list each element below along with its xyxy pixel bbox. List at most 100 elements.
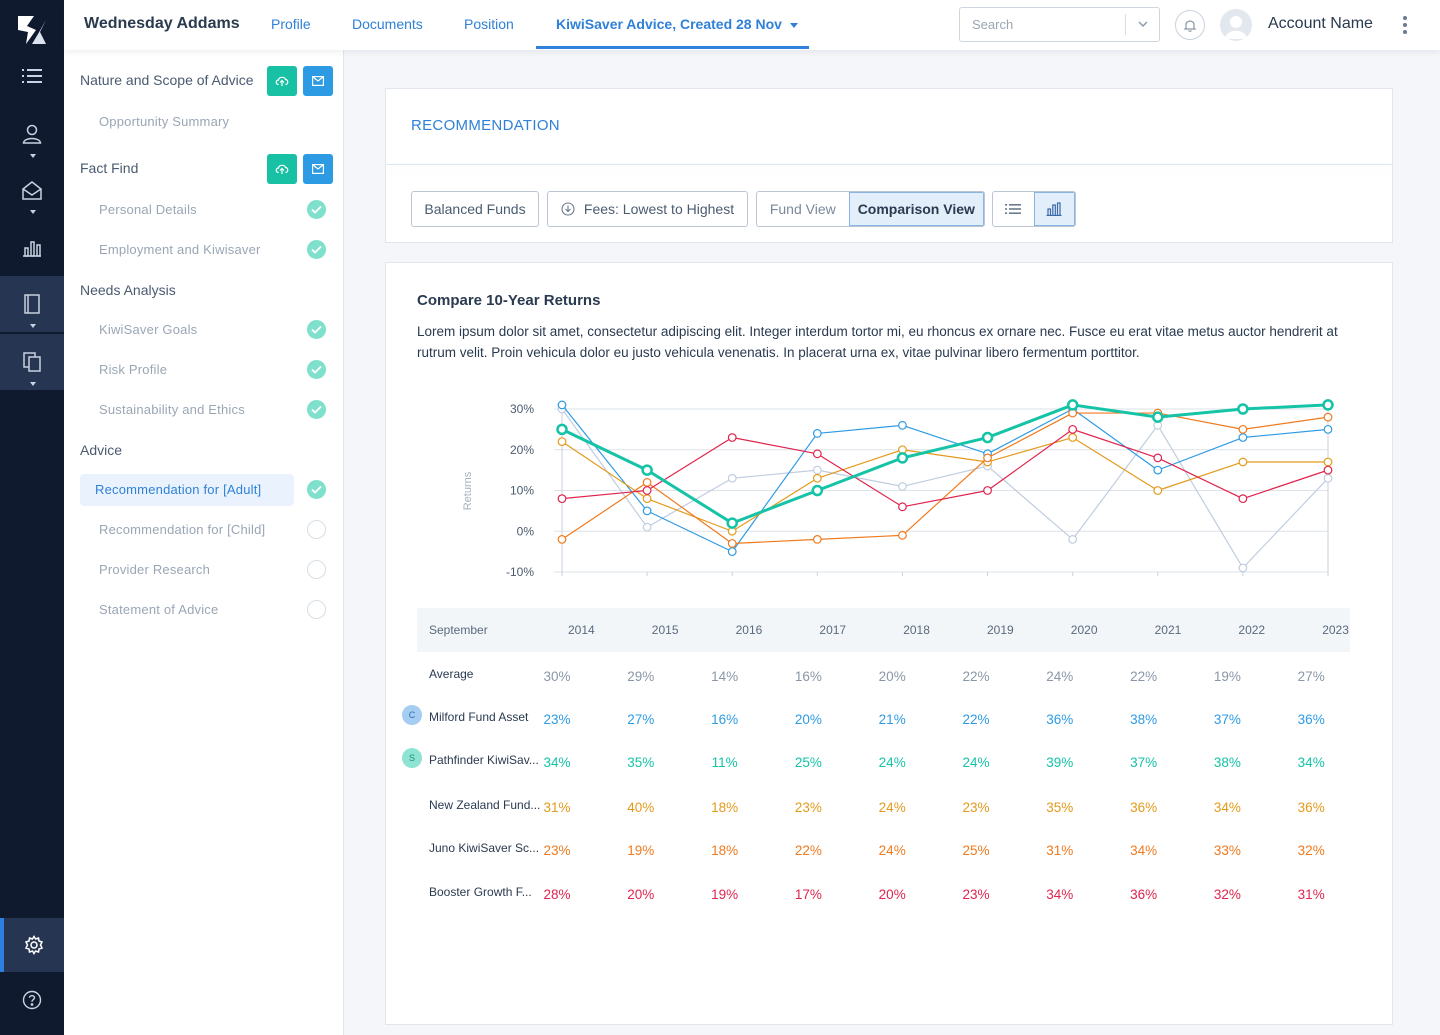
table-cell: 31%	[1046, 843, 1074, 858]
sidebar-item-risk-profile[interactable]: Risk Profile	[99, 362, 168, 377]
sidebar-item-recommendation-child[interactable]: Recommendation for [Child]	[99, 522, 266, 537]
notebook-icon[interactable]	[0, 276, 64, 332]
table-cell: 20%	[878, 669, 906, 684]
series-point-0	[1323, 473, 1333, 483]
app-logo-icon[interactable]	[14, 12, 50, 48]
table-cell: 23%	[962, 887, 990, 902]
table-cell: 34%	[1297, 755, 1325, 770]
table-cell: 36%	[1130, 887, 1158, 902]
email-icon[interactable]	[303, 154, 333, 184]
table-cell: 34%	[1046, 887, 1074, 902]
avatar[interactable]	[1220, 9, 1252, 41]
series-point-4	[727, 433, 737, 442]
series-point-2	[1323, 457, 1333, 467]
series-point-5	[1066, 399, 1079, 411]
sidebar-item-sustainability-ethics[interactable]: Sustainability and Ethics	[99, 402, 245, 417]
bar-chart-icon[interactable]	[0, 220, 64, 276]
client-name: Wednesday Addams	[84, 15, 240, 32]
cloud-upload-icon[interactable]	[267, 66, 297, 96]
list-view-icon[interactable]	[993, 192, 1034, 226]
tab-position[interactable]: Position	[464, 16, 514, 32]
series-point-0	[727, 473, 737, 483]
section-title-advice[interactable]: Advice	[80, 442, 123, 458]
comparison-view-button[interactable]: Comparison View	[848, 192, 984, 226]
table-header-year: 2014	[568, 623, 595, 637]
notification-bell-icon[interactable]	[1175, 10, 1205, 40]
more-options-icon[interactable]	[1400, 14, 1410, 36]
series-point-4	[1323, 465, 1333, 475]
tab-profile[interactable]: Profile	[271, 16, 311, 32]
recommendation-title: RECOMMENDATION	[411, 117, 560, 134]
series-point-4	[898, 502, 907, 512]
series-point-2	[642, 494, 652, 504]
table-cell: 23%	[543, 843, 571, 858]
mail-icon[interactable]	[0, 162, 64, 218]
series-point-3	[642, 477, 652, 487]
series-point-4	[1068, 424, 1078, 434]
y-tick-label: 30%	[510, 402, 534, 416]
cloud-upload-icon[interactable]	[267, 154, 297, 184]
fund-badge: S	[402, 748, 422, 768]
check-circle-icon	[307, 400, 326, 419]
series-line-4	[561, 428, 1329, 508]
table-cell: 25%	[794, 755, 822, 770]
y-tick-label: 10%	[510, 484, 534, 498]
sidebar-item-employment-kiwisaver[interactable]: Employment and Kiwisaver	[99, 242, 261, 257]
tab-kiwisaver-advice[interactable]: KiwiSaver Advice, Created 28 Nov	[556, 16, 798, 32]
table-row-label: New Zealand Fund...	[429, 798, 541, 812]
table-cell: 23%	[962, 800, 990, 815]
help-icon[interactable]	[0, 972, 64, 1028]
sidebar-item-opportunity-summary[interactable]: Opportunity Summary	[99, 114, 230, 129]
top-bar: Wednesday Addams Profile Documents Posit…	[64, 0, 1440, 50]
table-header-year: 2020	[1070, 623, 1098, 637]
sidebar-item-provider-research[interactable]: Provider Research	[99, 562, 211, 577]
table-cell: 28%	[543, 887, 571, 902]
table-cell: 37%	[1130, 755, 1158, 770]
series-point-5	[1322, 399, 1334, 411]
series-point-3	[727, 539, 737, 548]
chart-view-icon[interactable]	[1033, 192, 1075, 226]
email-icon[interactable]	[303, 66, 333, 96]
table-cell: 36%	[1297, 800, 1325, 815]
series-point-1	[557, 400, 567, 410]
recommendation-card: RECOMMENDATION Balanced Funds Fees: Lowe…	[385, 88, 1393, 243]
table-cell: 38%	[1213, 755, 1241, 770]
table-cell: 32%	[1297, 843, 1325, 858]
table-header-year: 2018	[903, 623, 930, 637]
account-name[interactable]: Account Name	[1268, 15, 1373, 32]
table-cell: 14%	[711, 669, 739, 684]
sidebar-item-personal-details[interactable]: Personal Details	[99, 202, 197, 217]
table-cell: 32%	[1213, 887, 1241, 902]
table-row-label: Juno KiwiSaver Sc...	[429, 841, 540, 855]
sidebar-item-recommendation-adult[interactable]: Recommendation for [Adult]	[80, 474, 294, 506]
sidebar-item-kiwisaver-goals[interactable]: KiwiSaver Goals	[99, 322, 198, 337]
section-title-needs-analysis[interactable]: Needs Analysis	[80, 282, 176, 298]
documents-icon[interactable]	[0, 334, 64, 390]
series-point-2	[1153, 486, 1163, 495]
series-point-5	[811, 484, 824, 497]
sort-fees-button[interactable]: Fees: Lowest to Highest	[547, 191, 748, 227]
fund-type-filter-button[interactable]: Balanced Funds	[411, 191, 539, 227]
table-cell: 22%	[962, 712, 990, 727]
series-point-5	[896, 452, 909, 464]
sidebar-item-statement-of-advice[interactable]: Statement of Advice	[99, 602, 219, 617]
series-point-0	[812, 465, 822, 475]
search-input[interactable]	[960, 8, 1125, 41]
user-icon[interactable]	[0, 106, 64, 162]
tab-documents[interactable]: Documents	[352, 16, 423, 32]
settings-icon[interactable]	[0, 918, 64, 972]
section-title-fact-find[interactable]: Fact Find	[80, 160, 139, 176]
section-title-nature-scope[interactable]: Nature and Scope of Advice	[80, 72, 254, 88]
comparison-description: Lorem ipsum dolor sit amet, consectetur …	[417, 324, 1338, 360]
table-cell: 20%	[878, 887, 906, 902]
series-point-1	[727, 547, 737, 557]
table-cell: 22%	[1130, 669, 1158, 684]
table-header-year: 2021	[1154, 623, 1182, 637]
list-icon[interactable]	[0, 48, 64, 104]
table-cell: 19%	[627, 843, 655, 858]
table-cell: 38%	[1130, 712, 1158, 727]
table-cell: 18%	[711, 843, 739, 858]
fund-view-button[interactable]: Fund View	[769, 201, 836, 217]
chevron-down-icon[interactable]	[1136, 17, 1150, 31]
series-point-2	[1238, 457, 1248, 467]
